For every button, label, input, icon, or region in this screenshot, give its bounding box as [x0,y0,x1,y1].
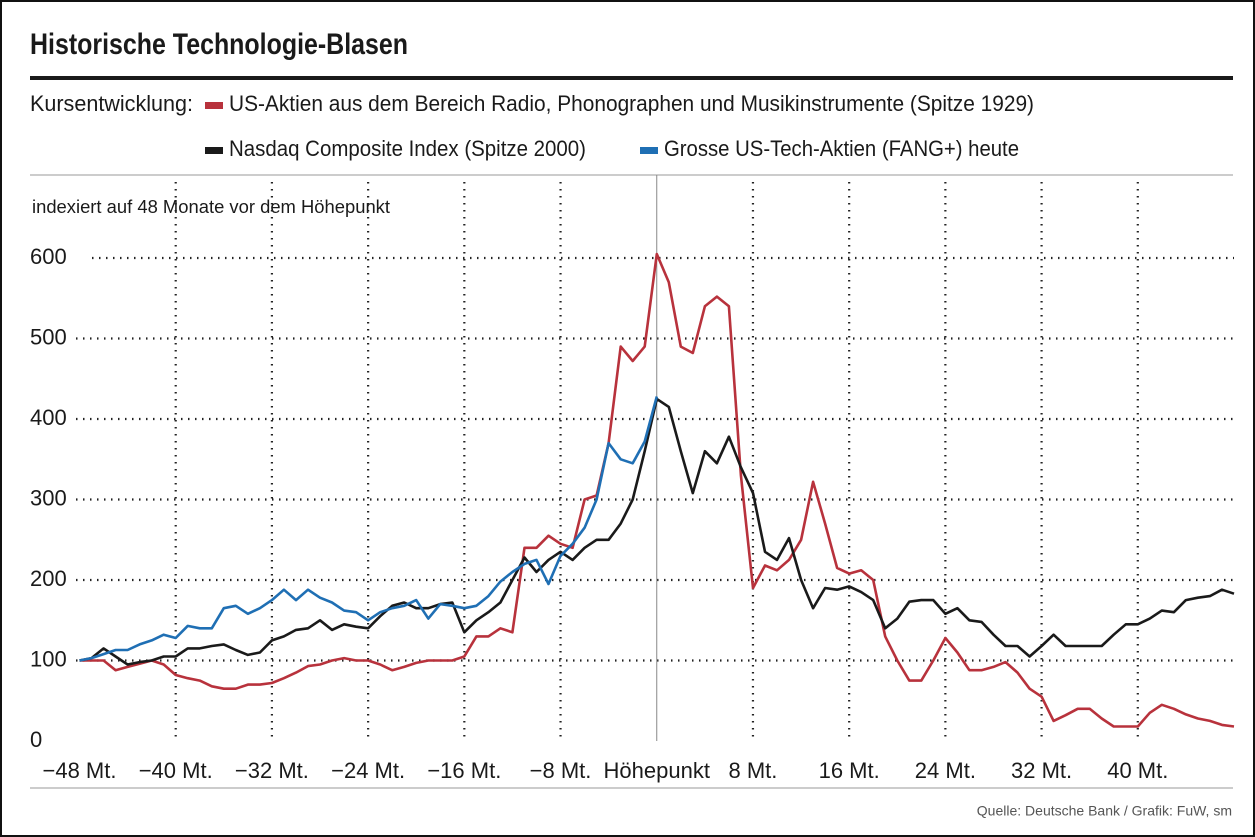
x-tick-label: 8 Mt. [729,758,778,783]
x-tick-label: 32 Mt. [1011,758,1072,783]
legend-swatch [640,147,658,154]
y-axis-label: indexiert auf 48 Monate vor dem Höhepunk… [32,197,390,217]
y-tick-label: 400 [30,405,67,430]
x-tick-label: −24 Mt. [331,758,405,783]
x-tick-label: 40 Mt. [1107,758,1168,783]
y-tick-label: 300 [30,485,67,510]
y-tick-label: 0 [30,727,42,752]
title-rule [30,76,1233,80]
legend-label: Nasdaq Composite Index (Spitze 2000) [229,136,586,161]
legend-label: US-Aktien aus dem Bereich Radio, Phonogr… [229,91,1034,116]
x-tick-label: −48 Mt. [43,758,117,783]
y-tick-label: 200 [30,566,67,591]
x-tick-label: 16 Mt. [819,758,880,783]
legend-title: Kursentwicklung: [30,91,193,116]
x-tick-label: Höhepunkt [604,758,710,783]
y-tick-label: 100 [30,646,67,671]
x-tick-label: −40 Mt. [139,758,213,783]
x-tick-label: −8 Mt. [530,758,592,783]
x-tick-label: −16 Mt. [427,758,501,783]
legend-swatch [205,147,223,154]
y-tick-label: 500 [30,324,67,349]
series-line [79,396,659,662]
legend-swatch [205,102,223,109]
chart-title: Historische Technologie-Blasen [30,28,408,61]
series-line [79,252,1235,728]
x-tick-label: −32 Mt. [235,758,309,783]
legend-label: Grosse US-Tech-Aktien (FANG+) heute [664,136,1019,161]
source: Quelle: Deutsche Bank / Grafik: FuW, sm [977,803,1232,819]
y-tick-label: 600 [30,244,67,269]
x-tick-label: 24 Mt. [915,758,976,783]
